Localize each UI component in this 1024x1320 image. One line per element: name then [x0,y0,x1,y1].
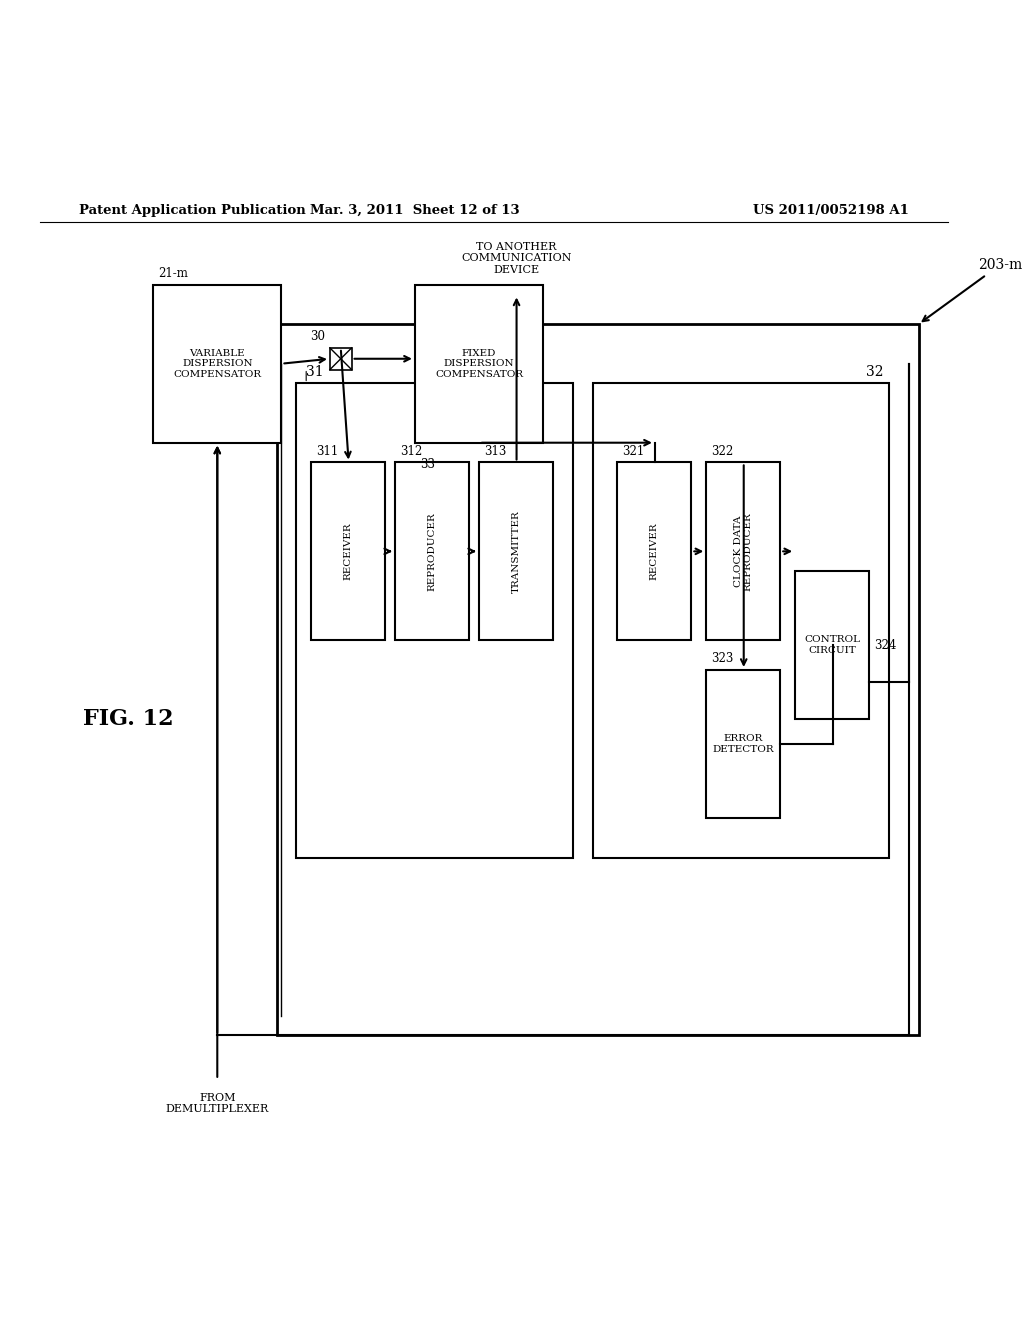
Text: 323: 323 [711,652,733,665]
Bar [395,462,469,640]
Text: 313: 313 [484,445,506,458]
Text: FIXED
DISPERSION
COMPENSATOR: FIXED DISPERSION COMPENSATOR [435,348,523,379]
Text: 311: 311 [316,445,338,458]
Text: TRANSMITTER: TRANSMITTER [512,510,520,593]
Bar [593,383,889,858]
Text: US 2011/0052198 A1: US 2011/0052198 A1 [753,205,908,216]
Text: ERROR
DETECTOR: ERROR DETECTOR [713,734,774,754]
Text: FIG. 12: FIG. 12 [83,709,174,730]
Text: 21-m: 21-m [158,267,188,280]
Text: CONTROL
CIRCUIT: CONTROL CIRCUIT [804,635,860,655]
Text: VARIABLE
DISPERSION
COMPENSATOR: VARIABLE DISPERSION COMPENSATOR [173,348,261,379]
Text: TO ANOTHER
COMMUNICATION
DEVICE: TO ANOTHER COMMUNICATION DEVICE [461,242,571,275]
Bar [415,285,543,442]
Text: 32: 32 [866,364,884,379]
Text: 33: 33 [420,458,435,470]
Text: 30: 30 [310,330,325,343]
Bar [296,383,572,858]
Bar [276,325,919,1035]
Bar [795,572,869,719]
Text: 312: 312 [400,445,422,458]
Text: CLOCK DATA
REPRODUCER: CLOCK DATA REPRODUCER [733,512,753,591]
Text: REPRODUCER: REPRODUCER [428,512,436,591]
Text: RECEIVER: RECEIVER [344,523,352,581]
Text: 31: 31 [306,364,324,379]
Text: 324: 324 [874,639,896,652]
Bar [707,669,780,818]
Text: 321: 321 [623,445,644,458]
Text: Patent Application Publication: Patent Application Publication [79,205,306,216]
Text: 322: 322 [711,445,733,458]
Bar [311,462,385,640]
Bar [617,462,691,640]
Text: 203-m: 203-m [923,257,1022,321]
Bar [154,285,282,442]
Text: RECEIVER: RECEIVER [650,523,658,581]
Text: Mar. 3, 2011  Sheet 12 of 13: Mar. 3, 2011 Sheet 12 of 13 [310,205,519,216]
Bar [330,348,351,370]
Bar [479,462,553,640]
Text: FROM
DEMULTIPLEXER: FROM DEMULTIPLEXER [166,1093,269,1114]
Bar [707,462,780,640]
